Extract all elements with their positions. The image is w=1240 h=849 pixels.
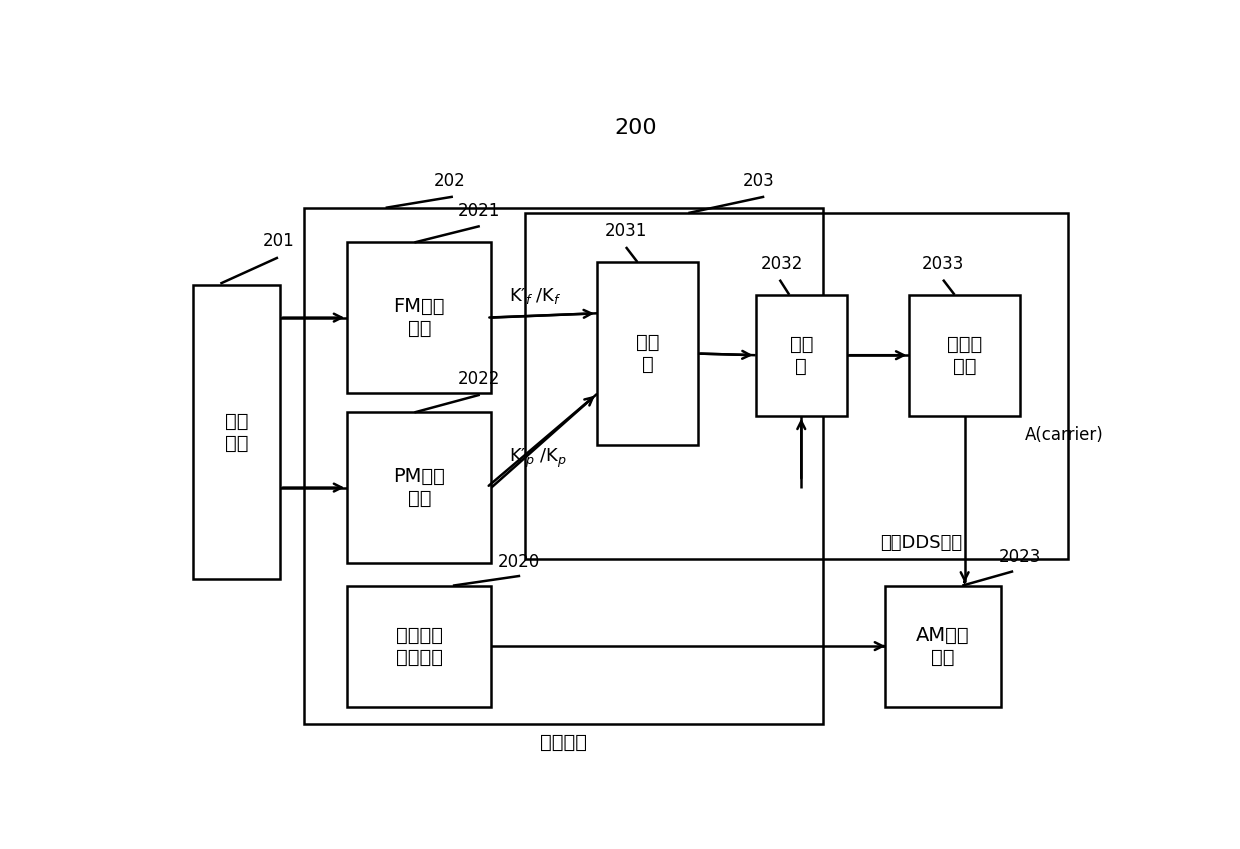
Text: 累加
器: 累加 器 [636,333,660,374]
Text: 202: 202 [434,172,465,190]
Bar [909,295,1019,416]
Text: 2021: 2021 [458,201,500,220]
Text: 2022: 2022 [458,370,500,388]
Text: FM调制
模块: FM调制 模块 [393,297,445,338]
Text: AM调制
模块: AM调制 模块 [916,626,970,666]
Bar [596,262,698,445]
Bar [347,413,491,563]
Text: 2023: 2023 [998,548,1042,566]
Text: 2020: 2020 [498,553,541,571]
Bar [304,208,823,724]
Text: 203: 203 [743,172,775,190]
Text: 波表存
储器: 波表存 储器 [947,335,982,376]
Text: 201: 201 [263,232,294,250]
Text: A(carrier): A(carrier) [1024,426,1104,444]
Bar [755,295,847,416]
Bar [525,213,1068,559]
Text: 载波DDS模块: 载波DDS模块 [880,534,962,552]
Text: 2033: 2033 [921,256,965,273]
Text: 2031: 2031 [605,222,647,240]
Text: 输入
模块: 输入 模块 [224,412,248,453]
Text: PM调制
模块: PM调制 模块 [393,467,445,508]
Text: K′$_f$ /K$_f$: K′$_f$ /K$_f$ [508,286,562,306]
Text: 加法
器: 加法 器 [790,335,813,376]
Text: 调制模块: 调制模块 [539,733,587,752]
Text: 2032: 2032 [760,256,802,273]
Bar [885,586,1001,706]
Text: K′$_p$ /K$_p$: K′$_p$ /K$_p$ [508,447,567,469]
Text: 调制波表
存储单元: 调制波表 存储单元 [396,626,443,666]
Text: 200: 200 [614,118,657,138]
Bar [347,586,491,706]
Bar [193,285,280,579]
Bar [347,243,491,393]
